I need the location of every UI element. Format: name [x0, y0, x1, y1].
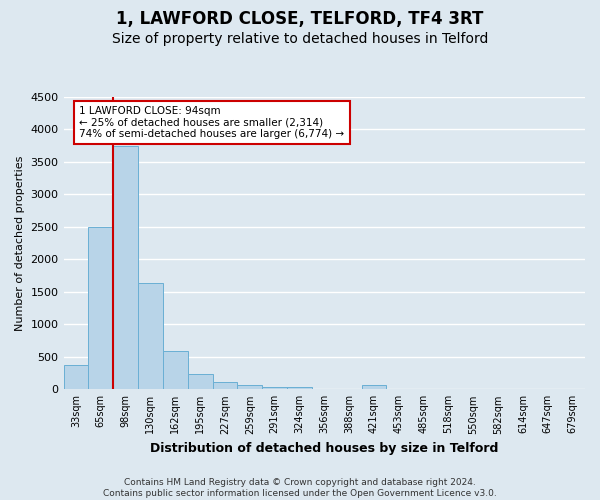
Y-axis label: Number of detached properties: Number of detached properties: [15, 156, 25, 331]
Bar: [188, 374, 212, 390]
Bar: [138, 283, 163, 390]
Bar: [362, 386, 386, 390]
Text: Contains HM Land Registry data © Crown copyright and database right 2024.
Contai: Contains HM Land Registry data © Crown c…: [103, 478, 497, 498]
Text: Size of property relative to detached houses in Telford: Size of property relative to detached ho…: [112, 32, 488, 46]
Bar: [212, 382, 238, 390]
Text: 1 LAWFORD CLOSE: 94sqm
← 25% of detached houses are smaller (2,314)
74% of semi-: 1 LAWFORD CLOSE: 94sqm ← 25% of detached…: [79, 106, 344, 139]
Bar: [64, 366, 88, 390]
Bar: [287, 388, 312, 390]
Bar: [113, 146, 138, 390]
X-axis label: Distribution of detached houses by size in Telford: Distribution of detached houses by size …: [150, 442, 499, 455]
Text: 1, LAWFORD CLOSE, TELFORD, TF4 3RT: 1, LAWFORD CLOSE, TELFORD, TF4 3RT: [116, 10, 484, 28]
Bar: [238, 385, 262, 390]
Bar: [163, 351, 188, 390]
Bar: [88, 227, 113, 390]
Bar: [262, 386, 287, 390]
